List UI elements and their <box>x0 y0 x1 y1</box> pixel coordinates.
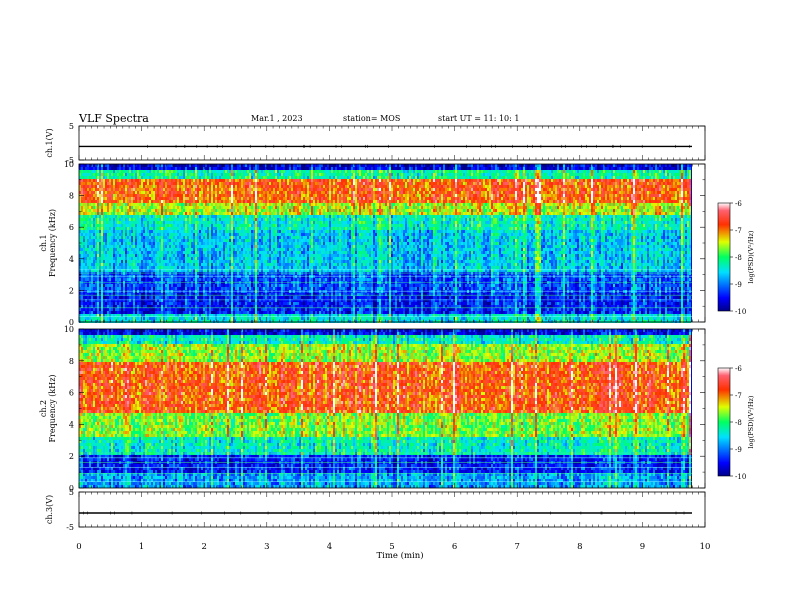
colorbar-tick-label: -10 <box>735 473 746 481</box>
y-tick-label: 2 <box>69 286 74 295</box>
y-tick-label: 4 <box>69 255 74 264</box>
axes-frame-0: 5-5ch.1(V) <box>45 122 705 165</box>
colorbar-tick-label: -8 <box>735 419 742 427</box>
colorbar-ch2: -6 -7 -8 -9 -10 log(PSD)(V²/Hz) <box>718 365 755 481</box>
x-tick-label: 2 <box>201 542 206 552</box>
y-tick-label: 6 <box>69 223 74 232</box>
y-tick-label: 5 <box>69 488 74 497</box>
colorbar-tick-label: -9 <box>735 446 742 454</box>
colorbar-tick-label: -8 <box>735 254 742 262</box>
colorbar-label: log(PSD)(V²/Hz) <box>747 230 755 283</box>
y-tick-label: -5 <box>66 523 74 532</box>
y-tick-label: 4 <box>69 420 74 429</box>
x-tick-label: 7 <box>514 542 519 552</box>
colorbar-tick-label: -9 <box>735 281 742 289</box>
x-tick-label: 4 <box>327 542 332 552</box>
x-tick-label: 0 <box>76 542 81 552</box>
x-tick-label: 3 <box>264 542 269 552</box>
colorbar-tick-label: -7 <box>735 227 742 235</box>
y-axis-label: ch.2 <box>39 400 48 417</box>
x-tick-label: 1 <box>139 542 144 552</box>
y-tick-label: 10 <box>64 160 74 169</box>
colorbar-tick-label: -6 <box>735 365 742 373</box>
colorbar-tick-label: -6 <box>735 200 742 208</box>
y-axis-label: ch.3(V) <box>45 495 54 524</box>
voltage-trace-ch3 <box>79 512 692 515</box>
y-axis-label: ch.1(V) <box>45 128 54 157</box>
spectrogram-ch2 <box>79 329 705 488</box>
y-axis-label: ch.1 <box>39 234 48 251</box>
axes-frame-3: 5 -5 ch.3(V) <box>45 488 705 532</box>
colorbar-ch1: -6 -7 -8 -9 -10 log(PSD)(V²/Hz) <box>718 200 755 316</box>
colorbar-tick-label: -10 <box>735 308 746 316</box>
y-axis-label: Frequency (kHz) <box>48 374 57 442</box>
y-tick-label: 8 <box>69 192 74 201</box>
x-tick-label: 6 <box>452 542 457 552</box>
x-tick-label: 8 <box>577 542 582 552</box>
y-axis-label: Frequency (kHz) <box>48 209 57 277</box>
y-tick-label: 10 <box>64 325 74 334</box>
colorbar-tick-label: -7 <box>735 392 742 400</box>
x-axis-label: Time (min) <box>376 550 423 561</box>
voltage-trace-ch1 <box>79 145 692 148</box>
y-tick-label: 8 <box>69 357 74 366</box>
colorbar-label: log(PSD)(V²/Hz) <box>747 395 755 448</box>
x-tick-label: 10 <box>700 542 711 552</box>
spectrogram-ch1 <box>79 164 705 323</box>
x-tick-label: 9 <box>640 542 645 552</box>
y-tick-label: 5 <box>69 122 74 131</box>
y-tick-label: 2 <box>69 452 74 461</box>
y-tick-label: 6 <box>69 389 74 398</box>
